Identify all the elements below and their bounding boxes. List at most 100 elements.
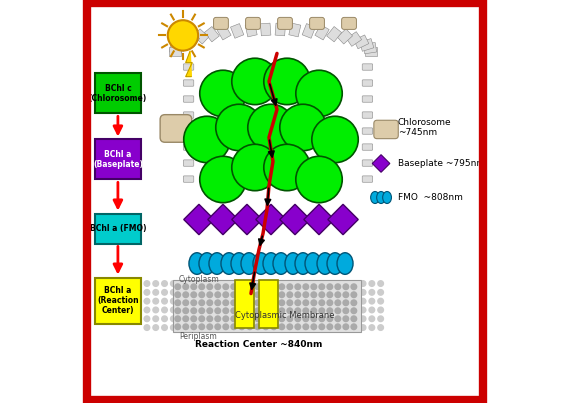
Circle shape bbox=[183, 300, 189, 305]
FancyBboxPatch shape bbox=[214, 17, 229, 29]
Circle shape bbox=[279, 316, 284, 322]
Circle shape bbox=[311, 308, 316, 314]
Circle shape bbox=[343, 324, 349, 330]
Circle shape bbox=[311, 324, 316, 330]
Circle shape bbox=[175, 316, 181, 322]
Circle shape bbox=[231, 300, 237, 305]
Polygon shape bbox=[327, 27, 341, 42]
Ellipse shape bbox=[199, 253, 215, 274]
Circle shape bbox=[255, 324, 260, 330]
Bar bbox=[235, 280, 254, 328]
Ellipse shape bbox=[241, 253, 257, 274]
Text: BChl a
(Baseplate): BChl a (Baseplate) bbox=[93, 150, 143, 169]
Circle shape bbox=[335, 284, 341, 289]
Circle shape bbox=[263, 308, 268, 314]
Ellipse shape bbox=[221, 253, 237, 274]
Circle shape bbox=[287, 316, 292, 322]
Circle shape bbox=[162, 316, 168, 322]
Polygon shape bbox=[230, 24, 244, 38]
Circle shape bbox=[144, 307, 150, 313]
Circle shape bbox=[239, 308, 245, 314]
Circle shape bbox=[231, 316, 237, 322]
Circle shape bbox=[207, 292, 213, 297]
Circle shape bbox=[335, 316, 341, 322]
Circle shape bbox=[295, 308, 300, 314]
Circle shape bbox=[343, 308, 349, 314]
Text: BChl a
(Reaction
Center): BChl a (Reaction Center) bbox=[97, 286, 139, 316]
Polygon shape bbox=[193, 29, 209, 44]
Circle shape bbox=[223, 292, 229, 297]
Polygon shape bbox=[169, 47, 181, 56]
Circle shape bbox=[144, 325, 150, 330]
Circle shape bbox=[255, 316, 260, 322]
Circle shape bbox=[351, 324, 357, 330]
Circle shape bbox=[215, 300, 221, 305]
Circle shape bbox=[200, 156, 246, 203]
Polygon shape bbox=[337, 29, 352, 44]
Circle shape bbox=[343, 316, 349, 322]
Circle shape bbox=[378, 325, 384, 330]
Circle shape bbox=[170, 307, 176, 313]
Circle shape bbox=[199, 316, 205, 322]
Polygon shape bbox=[207, 204, 238, 235]
Polygon shape bbox=[172, 39, 186, 51]
Polygon shape bbox=[260, 23, 271, 36]
Polygon shape bbox=[177, 35, 192, 49]
Circle shape bbox=[223, 284, 229, 289]
Circle shape bbox=[335, 324, 341, 330]
FancyBboxPatch shape bbox=[341, 17, 356, 29]
Circle shape bbox=[351, 316, 357, 322]
Text: FMO  ~808nm: FMO ~808nm bbox=[398, 193, 463, 202]
Circle shape bbox=[295, 316, 300, 322]
Circle shape bbox=[247, 284, 253, 289]
Circle shape bbox=[170, 316, 176, 322]
Polygon shape bbox=[280, 204, 310, 235]
Circle shape bbox=[231, 292, 237, 297]
Polygon shape bbox=[169, 42, 183, 54]
FancyBboxPatch shape bbox=[184, 176, 194, 182]
Polygon shape bbox=[275, 23, 286, 36]
Circle shape bbox=[223, 316, 229, 322]
Polygon shape bbox=[304, 204, 334, 235]
Circle shape bbox=[175, 284, 181, 289]
Ellipse shape bbox=[295, 253, 311, 274]
Circle shape bbox=[360, 289, 366, 295]
Circle shape bbox=[215, 284, 221, 289]
Circle shape bbox=[191, 292, 197, 297]
FancyBboxPatch shape bbox=[184, 128, 194, 134]
Circle shape bbox=[175, 308, 181, 314]
Circle shape bbox=[303, 316, 308, 322]
Circle shape bbox=[170, 289, 176, 295]
Polygon shape bbox=[184, 204, 214, 235]
Circle shape bbox=[271, 316, 276, 322]
Ellipse shape bbox=[285, 253, 301, 274]
Circle shape bbox=[255, 284, 260, 289]
Circle shape bbox=[191, 316, 197, 322]
Circle shape bbox=[279, 324, 284, 330]
Circle shape bbox=[170, 325, 176, 330]
Circle shape bbox=[162, 281, 168, 287]
Text: Baseplate ~795nm: Baseplate ~795nm bbox=[398, 159, 485, 168]
Text: Cytoplasm: Cytoplasm bbox=[179, 275, 219, 284]
Circle shape bbox=[327, 308, 333, 314]
Polygon shape bbox=[217, 25, 231, 40]
Circle shape bbox=[327, 292, 333, 297]
Circle shape bbox=[215, 292, 221, 297]
Circle shape bbox=[153, 325, 158, 330]
Circle shape bbox=[335, 308, 341, 314]
FancyBboxPatch shape bbox=[363, 64, 373, 70]
Polygon shape bbox=[184, 32, 200, 46]
Circle shape bbox=[295, 300, 300, 305]
Polygon shape bbox=[302, 24, 315, 38]
FancyBboxPatch shape bbox=[184, 80, 194, 86]
Circle shape bbox=[287, 292, 292, 297]
Bar bbox=[95, 139, 141, 179]
Circle shape bbox=[295, 324, 300, 330]
Circle shape bbox=[343, 284, 349, 289]
Circle shape bbox=[183, 324, 189, 330]
Circle shape bbox=[191, 300, 197, 305]
FancyBboxPatch shape bbox=[363, 96, 373, 102]
FancyBboxPatch shape bbox=[246, 17, 260, 29]
Circle shape bbox=[255, 300, 260, 305]
Circle shape bbox=[343, 300, 349, 305]
